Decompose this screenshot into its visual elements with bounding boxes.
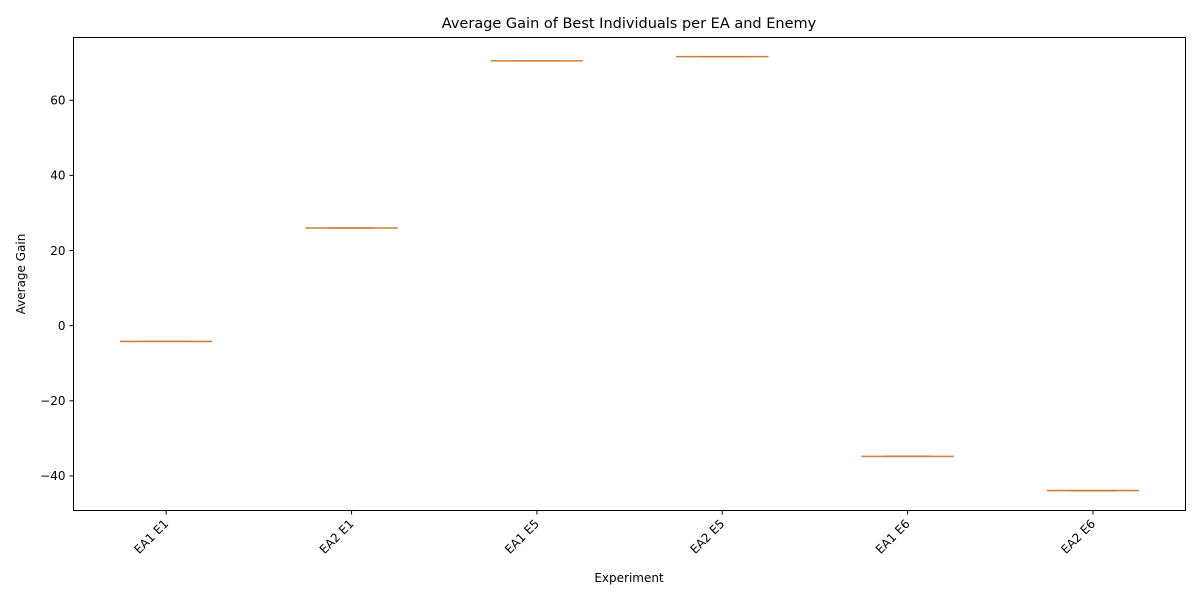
plot-frame bbox=[73, 37, 1186, 511]
x-tick-label: EA1 E5 bbox=[502, 517, 542, 557]
x-axis: EA1 E1 EA2 E1 EA1 E5 EA2 E5 EA1 E6 EA2 E6 bbox=[131, 510, 1098, 557]
x-tick-label: EA1 E6 bbox=[873, 517, 913, 557]
y-tick-label: 60 bbox=[50, 94, 65, 108]
x-tick-label: EA2 E5 bbox=[687, 517, 727, 557]
x-axis-label: Experiment bbox=[594, 571, 664, 585]
x-tick-label: EA2 E1 bbox=[317, 517, 357, 557]
y-axis-label: Average Gain bbox=[14, 234, 28, 315]
chart-title: Average Gain of Best Individuals per EA … bbox=[442, 16, 817, 32]
y-tick-label: −40 bbox=[40, 469, 65, 483]
plot-area bbox=[120, 55, 1139, 492]
y-tick-label: 0 bbox=[58, 319, 66, 333]
y-tick-label: −20 bbox=[40, 394, 65, 408]
x-tick-label: EA2 E6 bbox=[1058, 517, 1098, 557]
y-tick-label: 40 bbox=[50, 169, 65, 183]
y-axis: −40 −20 0 20 40 60 bbox=[40, 94, 74, 483]
x-tick-label: EA1 E1 bbox=[131, 517, 171, 557]
y-tick-label: 20 bbox=[50, 244, 65, 258]
